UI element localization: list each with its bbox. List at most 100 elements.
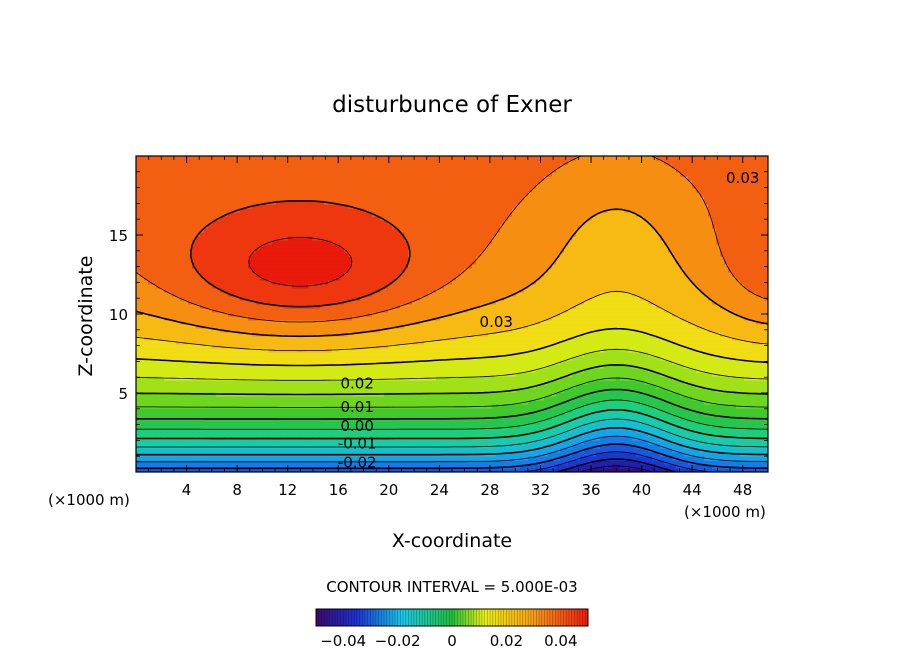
- contour-band-cell: [300, 276, 305, 281]
- contour-band-cell: [224, 380, 229, 385]
- contour-band-cell: [300, 252, 305, 257]
- contour-band-cell: [216, 356, 221, 361]
- contour-band-cell: [164, 228, 169, 233]
- contour-band-cell: [384, 180, 389, 185]
- contour-band-cell: [364, 368, 369, 373]
- contour-band-cell: [312, 360, 317, 365]
- contour-band-cell: [268, 264, 273, 269]
- contour-band-cell: [200, 264, 205, 269]
- contour-band-cell: [168, 300, 173, 305]
- contour-band-cell: [328, 432, 333, 437]
- contour-band-cell: [152, 428, 157, 433]
- contour-band-cell: [144, 332, 149, 337]
- contour-band-cell: [164, 172, 169, 177]
- contour-band-cell: [204, 292, 209, 297]
- contour-band-cell: [252, 288, 257, 293]
- contour-band-cell: [296, 264, 301, 269]
- contour-band-cell: [288, 328, 293, 333]
- contour-band-cell: [364, 192, 369, 197]
- contour-band-cell: [336, 176, 341, 181]
- contour-band-cell: [260, 192, 265, 197]
- contour-band-cell: [328, 448, 333, 453]
- contour-band-cell: [308, 188, 313, 193]
- contour-band-cell: [176, 408, 181, 413]
- contour-band-cell: [376, 448, 381, 453]
- contour-band-cell: [300, 396, 305, 401]
- contour-band-cell: [240, 444, 245, 449]
- contour-band-cell: [208, 256, 213, 261]
- contour-band-cell: [208, 296, 213, 301]
- contour-band-cell: [156, 240, 161, 245]
- contour-band-cell: [272, 184, 277, 189]
- contour-band-cell: [360, 304, 365, 309]
- contour-band-cell: [372, 264, 377, 269]
- contour-band-cell: [264, 168, 269, 173]
- contour-band-cell: [208, 312, 213, 317]
- contour-band-cell: [268, 216, 273, 221]
- contour-band-cell: [248, 320, 253, 325]
- contour-band-cell: [236, 420, 241, 425]
- contour-band-cell: [296, 216, 301, 221]
- contour-band-cell: [240, 220, 245, 225]
- contour-band-cell: [344, 184, 349, 189]
- contour-band-cell: [248, 208, 253, 213]
- contour-band-cell: [320, 424, 325, 429]
- contour-band-cell: [196, 288, 201, 293]
- contour-band-cell: [204, 400, 209, 405]
- contour-band-cell: [280, 444, 285, 449]
- contour-band-cell: [148, 176, 153, 181]
- contour-band-cell: [152, 388, 157, 393]
- contour-band-cell: [364, 288, 369, 293]
- contour-band-cell: [204, 380, 209, 385]
- contour-band-cell: [164, 200, 169, 205]
- contour-band-cell: [376, 344, 381, 349]
- contour-band-cell: [176, 184, 181, 189]
- contour-band-cell: [304, 216, 309, 221]
- contour-band-cell: [188, 444, 193, 449]
- contour-band-cell: [136, 376, 141, 381]
- contour-band-cell: [180, 356, 185, 361]
- contour-band-cell: [260, 180, 265, 185]
- contour-band-cell: [376, 164, 381, 169]
- contour-band-cell: [148, 432, 153, 437]
- contour-band-cell: [332, 396, 337, 401]
- contour-band-cell: [212, 404, 217, 409]
- contour-band-cell: [300, 400, 305, 405]
- contour-band-cell: [152, 164, 157, 169]
- contour-band-cell: [200, 400, 205, 405]
- contour-band-cell: [176, 324, 181, 329]
- contour-band-cell: [196, 256, 201, 261]
- contour-band-cell: [236, 172, 241, 177]
- contour-band-cell: [184, 256, 189, 261]
- contour-band-cell: [224, 332, 229, 337]
- contour-band-cell: [172, 240, 177, 245]
- contour-band-cell: [180, 220, 185, 225]
- contour-band-cell: [324, 420, 329, 425]
- contour-band-cell: [160, 212, 165, 217]
- contour-band-cell: [180, 292, 185, 297]
- contour-band-cell: [376, 384, 381, 389]
- contour-band-cell: [348, 248, 353, 253]
- contour-band-cell: [176, 192, 181, 197]
- contour-band-cell: [292, 356, 297, 361]
- contour-band-cell: [232, 236, 237, 241]
- contour-band-cell: [360, 240, 365, 245]
- contour-band-cell: [164, 244, 169, 249]
- contour-band-cell: [264, 288, 269, 293]
- contour-band-cell: [248, 248, 253, 253]
- contour-band-cell: [136, 288, 141, 293]
- contour-band-cell: [248, 172, 253, 177]
- contour-band-cell: [292, 280, 297, 285]
- contour-band-cell: [276, 404, 281, 409]
- contour-band-cell: [144, 220, 149, 225]
- contour-band-cell: [228, 236, 233, 241]
- contour-band-cell: [268, 176, 273, 181]
- contour-band-cell: [312, 400, 317, 405]
- contour-band-cell: [236, 248, 241, 253]
- contour-band-cell: [200, 176, 205, 181]
- contour-band-cell: [172, 304, 177, 309]
- contour-band-cell: [300, 432, 305, 437]
- contour-band-cell: [200, 348, 205, 353]
- contour-band-cell: [296, 176, 301, 181]
- contour-band-cell: [152, 456, 157, 461]
